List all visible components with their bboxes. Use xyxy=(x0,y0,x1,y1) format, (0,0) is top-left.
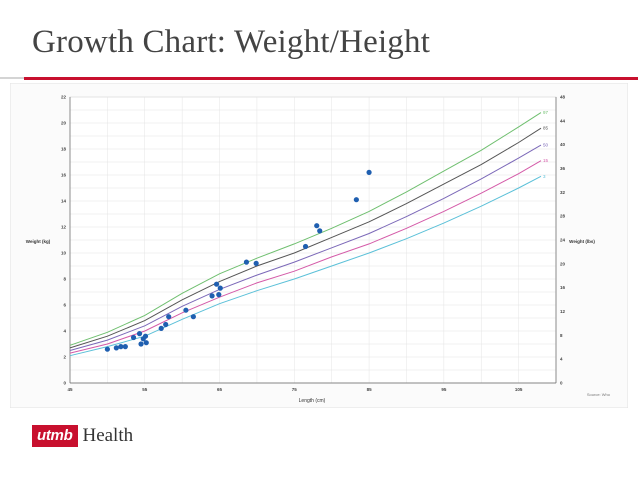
y-tick-label: 12 xyxy=(61,225,67,230)
y-tick-label: 8 xyxy=(63,277,66,282)
data-point xyxy=(142,333,149,339)
data-point xyxy=(209,293,215,299)
y-tick-label: 2 xyxy=(63,355,66,360)
y-tick-label-right: 16 xyxy=(560,285,566,290)
y-tick-label-right: 36 xyxy=(560,166,566,171)
y-tick-label-right: 8 xyxy=(560,333,563,338)
data-point xyxy=(122,344,128,350)
data-point xyxy=(302,243,309,250)
data-point xyxy=(217,285,223,291)
accent-divider xyxy=(24,77,638,80)
data-point xyxy=(104,346,110,352)
data-point xyxy=(143,340,149,346)
y-tick-label-right: 32 xyxy=(560,190,566,195)
percentile-curve-50 xyxy=(69,144,542,351)
utmb-health-logo: utmb Health xyxy=(32,425,133,447)
logo-text: Health xyxy=(82,425,134,446)
data-point xyxy=(138,341,144,347)
x-tick-label: 105 xyxy=(515,387,523,392)
percentile-label-15: 15 xyxy=(543,158,549,163)
y-tick-label-right: 44 xyxy=(560,118,566,123)
data-point xyxy=(183,307,189,313)
y-tick-label-right: 40 xyxy=(560,142,566,147)
x-tick-label: 85 xyxy=(367,387,373,392)
y-tick-label-right: 12 xyxy=(560,309,566,314)
percentile-curve-3 xyxy=(69,175,542,357)
y-tick-label: 10 xyxy=(61,251,67,256)
y-tick-label: 18 xyxy=(61,147,67,152)
y-tick-label-right: 24 xyxy=(560,238,566,243)
percentile-label-3: 3 xyxy=(543,174,546,179)
data-point xyxy=(317,228,323,234)
y-tick-label: 6 xyxy=(63,303,66,308)
source-note: Source: Who xyxy=(587,392,611,397)
y-tick-label: 4 xyxy=(63,329,66,334)
y-tick-label-right: 48 xyxy=(560,95,566,100)
data-point xyxy=(216,292,222,298)
data-point xyxy=(113,345,119,351)
data-point xyxy=(158,325,164,331)
x-tick-label: 55 xyxy=(142,387,148,392)
data-point xyxy=(163,321,169,328)
y-tick-label-right: 4 xyxy=(560,357,563,362)
slide-title: Growth Chart: Weight/Height xyxy=(32,24,431,60)
data-point xyxy=(190,314,196,320)
y-tick-label: 20 xyxy=(61,121,67,126)
data-point xyxy=(243,259,250,265)
percentile-curve-85 xyxy=(69,127,542,349)
y-tick-label-right: 28 xyxy=(560,214,566,219)
data-point xyxy=(136,331,143,337)
y-tick-label-right: 20 xyxy=(560,261,566,266)
y-tick-label-right: 0 xyxy=(560,381,563,386)
logo-mark: utmb xyxy=(32,425,79,447)
data-point xyxy=(130,334,137,341)
x-axis-label: Length (cm) xyxy=(299,398,326,404)
data-point xyxy=(118,344,124,350)
y-tick-label: 22 xyxy=(61,95,67,100)
data-point xyxy=(253,260,259,266)
data-point xyxy=(213,281,220,287)
data-point xyxy=(366,169,372,175)
x-tick-label: 95 xyxy=(441,387,447,392)
percentile-label-85: 85 xyxy=(543,126,549,131)
y-axis-label: Weight (kg) xyxy=(26,239,51,244)
data-point xyxy=(166,314,172,320)
percentile-curve-97 xyxy=(69,112,542,346)
y-axis-label-right: Weight (lbs) xyxy=(569,239,595,244)
data-point xyxy=(314,223,320,229)
y-tick-label: 16 xyxy=(61,173,67,178)
data-point xyxy=(353,197,359,203)
percentile-label-97: 97 xyxy=(543,110,549,115)
y-tick-label: 14 xyxy=(61,199,67,204)
percentile-curve-15 xyxy=(69,160,542,354)
y-tick-label: 0 xyxy=(63,381,66,386)
growth-chart: 97 85 50 15 3 45 55 65 75 85 95 105 0 2 4 6 8 10 12 14 16 18… xyxy=(10,83,628,408)
x-tick-label: 45 xyxy=(67,387,73,392)
percentile-label-50: 50 xyxy=(543,143,549,148)
x-tick-label: 75 xyxy=(292,387,298,392)
x-tick-label: 65 xyxy=(217,387,223,392)
